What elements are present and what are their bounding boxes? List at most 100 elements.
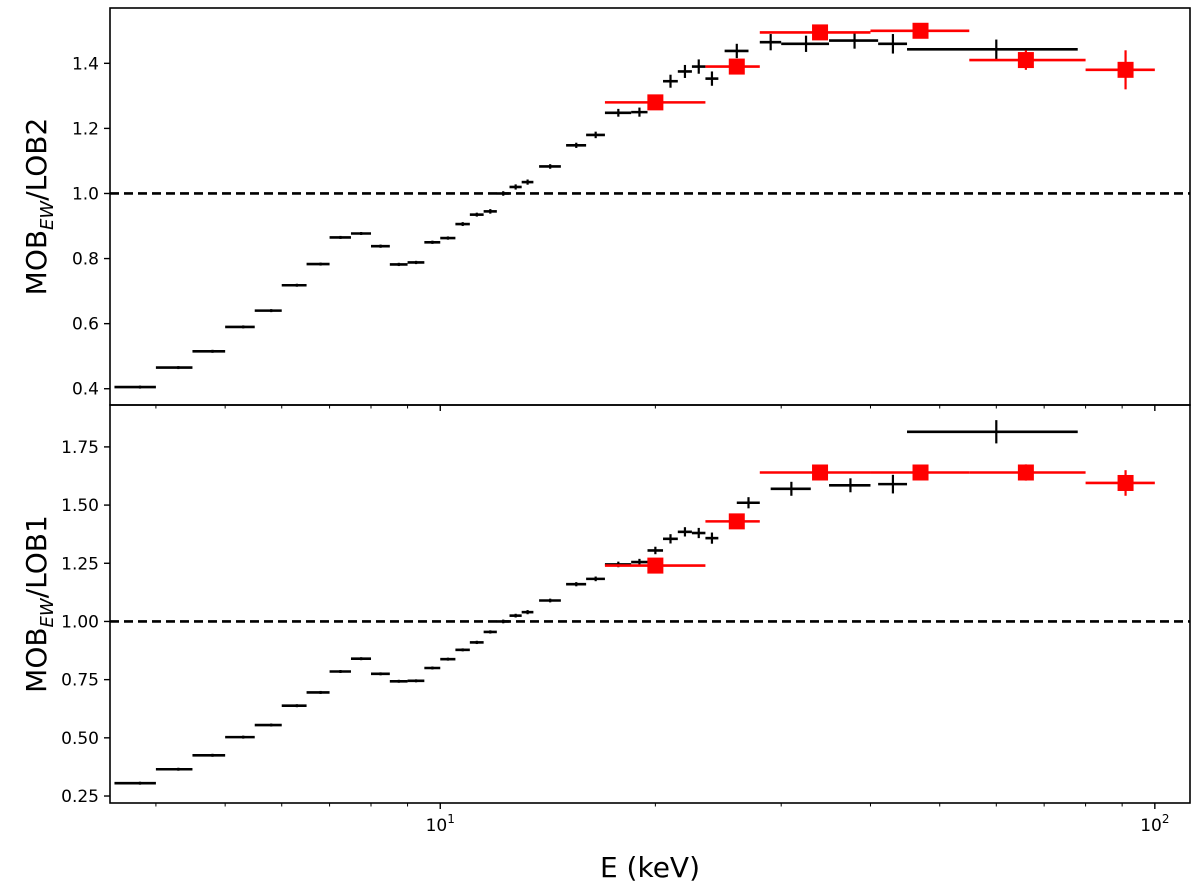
data-point	[496, 191, 510, 196]
data-point	[631, 107, 648, 117]
y-axis-label: MOBEW/LOB1	[20, 515, 58, 693]
y-tick-label: 1.25	[61, 554, 99, 574]
data-point	[759, 34, 782, 51]
data-point	[705, 513, 760, 530]
y-tick-label: 0.50	[61, 729, 99, 749]
data-point	[604, 94, 706, 111]
data-point	[969, 464, 1086, 481]
y-axis: 0.4 0.6 0.8 1.0 1.2 1.4	[72, 54, 110, 400]
data-point	[455, 648, 470, 652]
data-point	[389, 679, 408, 683]
data-point	[691, 59, 706, 74]
data-point	[705, 58, 760, 75]
data-point	[663, 74, 678, 88]
data-point	[469, 212, 484, 217]
square-marker	[647, 557, 664, 574]
data-point	[371, 672, 390, 676]
data-point	[759, 24, 871, 41]
data-point	[770, 481, 811, 496]
y-tick-label: 0.8	[72, 250, 99, 270]
data-point	[469, 640, 484, 645]
data-point	[155, 366, 193, 370]
x-tick-label: 102	[1140, 812, 1169, 836]
y-axis-label: MOBEW/LOB2	[20, 118, 58, 296]
square-marker	[728, 513, 745, 530]
data-point	[1085, 50, 1155, 90]
x-tick-label: 101	[426, 812, 455, 836]
data-point	[870, 464, 970, 481]
data-point	[907, 420, 1078, 444]
data-point	[440, 657, 456, 661]
data-point	[1085, 470, 1155, 496]
data-point	[759, 464, 871, 481]
square-marker	[647, 94, 664, 111]
data-point	[829, 32, 879, 49]
data-point	[424, 666, 441, 670]
data-point	[192, 349, 226, 353]
y-tick-label: 0.25	[61, 787, 99, 807]
data-point	[509, 613, 522, 618]
data-point	[521, 179, 534, 185]
data-point	[155, 767, 193, 771]
data-point	[192, 753, 226, 757]
square-marker	[1017, 52, 1034, 69]
y-axis: 0.25 0.50 0.75 1.00 1.25 1.50 1.75	[61, 438, 110, 807]
data-point	[870, 22, 970, 39]
data-point	[521, 610, 534, 615]
x-axis-label: E (keV)	[600, 851, 700, 884]
data-point	[281, 704, 307, 708]
square-marker	[728, 58, 745, 75]
data-point	[509, 184, 522, 190]
data-point	[566, 582, 587, 587]
series-black-crosses	[114, 420, 1078, 785]
square-marker	[812, 24, 829, 41]
data-points	[114, 420, 1155, 785]
data-point	[407, 679, 425, 683]
data-point	[724, 43, 749, 59]
data-point	[483, 209, 497, 214]
data-point	[254, 309, 282, 313]
data-point	[586, 131, 605, 139]
data-point	[566, 142, 587, 148]
y-tick-label: 1.4	[72, 54, 99, 74]
data-point	[350, 232, 372, 236]
y-tick-label: 1.75	[61, 438, 99, 458]
data-point	[389, 262, 408, 267]
square-marker	[1117, 474, 1134, 491]
y-tick-label: 1.2	[72, 119, 99, 139]
data-point	[496, 619, 510, 624]
data-point	[225, 735, 255, 739]
data-point	[329, 235, 351, 239]
data-point	[878, 34, 908, 54]
data-point	[306, 690, 330, 694]
panel-top: 0.4 0.6 0.8 1.0 1.2 1.4 MOBEW/LOB2	[20, 7, 1191, 411]
square-marker	[1017, 464, 1034, 481]
data-point	[691, 527, 706, 539]
square-marker	[912, 22, 929, 39]
data-point	[350, 657, 372, 661]
data-point	[539, 164, 561, 169]
data-point	[663, 534, 678, 544]
data-point	[878, 474, 908, 494]
data-point	[225, 325, 255, 329]
data-point	[736, 497, 760, 509]
x-axis	[155, 405, 1156, 411]
square-marker	[812, 464, 829, 481]
data-point	[539, 598, 561, 603]
data-point	[647, 546, 664, 555]
square-marker	[912, 464, 929, 481]
y-tick-label: 1.50	[61, 496, 99, 516]
data-point	[907, 39, 1078, 60]
data-point	[829, 478, 871, 493]
data-point	[705, 71, 719, 86]
data-point	[483, 630, 497, 634]
series-red-squares	[604, 464, 1155, 574]
y-tick-label: 0.75	[61, 671, 99, 691]
panel-bottom: 0.25 0.50 0.75 1.00 1.25 1.50 1.75 101 102 MOBEW/…	[20, 404, 1191, 884]
data-points	[114, 22, 1155, 389]
square-marker	[1117, 61, 1134, 78]
data-point	[677, 64, 692, 78]
data-point	[407, 260, 425, 265]
series-black-crosses	[114, 32, 1078, 389]
